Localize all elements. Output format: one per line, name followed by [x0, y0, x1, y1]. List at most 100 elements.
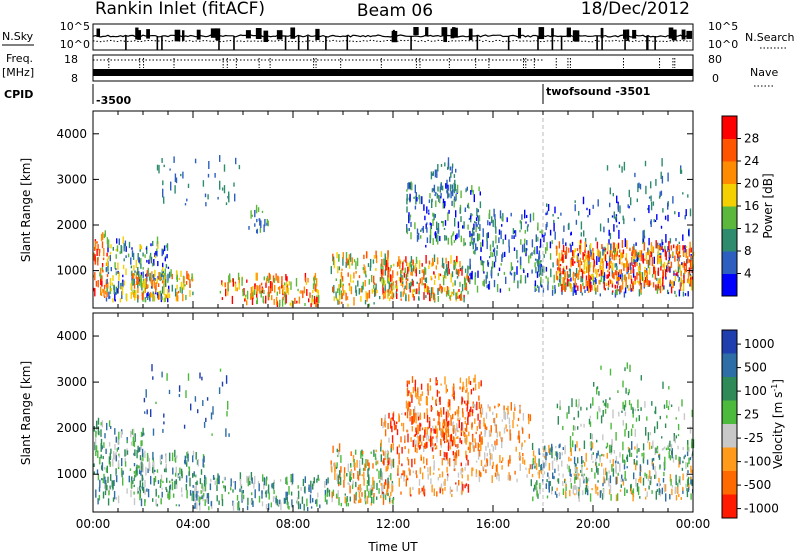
velocity-point [365, 497, 367, 503]
velocity-point [250, 500, 252, 503]
velocity-point [678, 494, 680, 497]
power-point [460, 216, 462, 222]
power-point [451, 291, 453, 297]
power-point [110, 244, 112, 249]
velocity-point [477, 413, 479, 421]
velocity-point [144, 411, 146, 414]
velocity-point [95, 489, 97, 498]
power-point [431, 262, 433, 267]
velocity-point [686, 488, 688, 492]
velocity-point [124, 449, 126, 457]
power-point [614, 263, 616, 268]
velocity-point [462, 381, 464, 388]
velocity-point [385, 479, 387, 485]
velocity-point [118, 455, 120, 458]
power-point [436, 221, 438, 231]
power-point [574, 200, 576, 203]
velocity-point [133, 463, 136, 467]
velocity-point [97, 450, 99, 459]
power-point [615, 263, 618, 267]
power-point [609, 258, 611, 262]
velocity-point [589, 493, 592, 502]
power-point [112, 275, 114, 281]
power-point [494, 255, 497, 263]
power-point [615, 289, 617, 295]
velocity-point [117, 495, 120, 504]
power-colorbar-swatch [722, 228, 737, 252]
power-point [534, 288, 536, 292]
velocity-point [400, 436, 402, 443]
velocity-point [665, 447, 668, 451]
velocity-point [664, 461, 666, 469]
power-point [336, 297, 338, 301]
power-point [266, 275, 269, 282]
velocity-point [159, 485, 162, 488]
power-point [408, 269, 410, 272]
power-point [160, 273, 163, 281]
velocity-point [596, 486, 599, 491]
velocity-point [203, 486, 205, 492]
velocity-point [130, 441, 133, 446]
power-point [572, 250, 574, 257]
velocity-point [334, 471, 336, 480]
velocity-point [674, 486, 676, 495]
power-point [424, 268, 427, 275]
power-point [255, 272, 257, 281]
velocity-point [476, 425, 478, 431]
velocity-point [113, 480, 115, 486]
power-point [687, 278, 689, 283]
power-point [468, 273, 471, 276]
velocity-point [484, 464, 486, 467]
power-point [401, 268, 403, 274]
velocity-point [261, 490, 263, 499]
velocity-point [165, 466, 167, 473]
velocity-point [416, 393, 418, 400]
power-point [138, 272, 140, 281]
velocity-point [555, 451, 557, 456]
velocity-point [509, 455, 511, 464]
velocity-point [469, 380, 472, 385]
velocity-point [468, 376, 470, 385]
velocity-point [671, 485, 674, 488]
power-point [473, 250, 475, 254]
velocity-point [207, 495, 210, 504]
power-point [117, 288, 119, 294]
velocity-point [267, 484, 270, 493]
power-point [570, 283, 573, 292]
power-point [150, 277, 152, 284]
nsky-spike [182, 30, 185, 41]
velocity-point [478, 449, 481, 457]
power-point [255, 204, 258, 214]
velocity-point [100, 454, 102, 459]
velocity-point [601, 453, 603, 457]
power-point [556, 245, 558, 255]
velocity-point [331, 466, 333, 473]
power-point [616, 271, 618, 280]
velocity-point [518, 430, 520, 438]
velocity-point [580, 406, 582, 411]
velocity-point [414, 384, 416, 392]
velocity-point [509, 476, 511, 479]
power-point [483, 279, 485, 287]
velocity-point [666, 400, 668, 408]
velocity-point [668, 451, 670, 459]
power-point [527, 273, 529, 278]
velocity-point [595, 461, 597, 466]
velocity-point [143, 397, 146, 403]
power-point [483, 261, 485, 264]
power-point [537, 236, 539, 242]
power-point [474, 221, 476, 224]
power-point [332, 286, 334, 293]
velocity-point [685, 462, 687, 469]
velocity-point [103, 467, 106, 470]
velocity-point [649, 432, 652, 436]
velocity-point [122, 470, 124, 475]
power-point [161, 286, 164, 294]
power-point [673, 273, 675, 276]
velocity-point [205, 417, 207, 422]
power-point [271, 282, 273, 292]
velocity-point [677, 423, 680, 431]
power-point [653, 219, 655, 223]
velocity-point [210, 478, 212, 483]
power-point [646, 271, 648, 280]
